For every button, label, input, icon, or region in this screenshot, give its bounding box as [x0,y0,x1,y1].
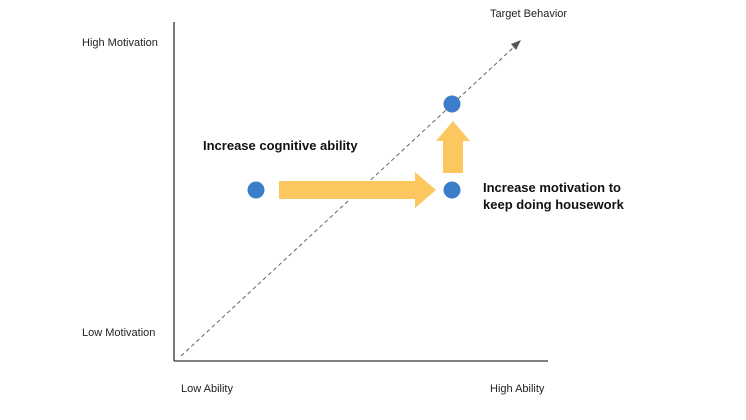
label-high-motivation: High Motivation [82,37,158,49]
callout-motivation: Increase motivation to keep doing housew… [483,180,624,212]
label-high-ability: High Ability [490,383,545,395]
start-dot [247,181,265,199]
callout-cognitive-ability: Increase cognitive ability [203,138,358,153]
target-dot [443,95,461,113]
label-target-behavior: Target Behavior [490,8,568,20]
target-behavior-arrowhead [511,40,521,50]
ability-arrow [279,172,436,208]
label-low-motivation: Low Motivation [82,327,156,339]
mid-dot [443,181,461,199]
target-behavior-line [180,45,516,357]
motivation-arrow [436,121,470,173]
label-low-ability: Low Ability [181,383,233,395]
